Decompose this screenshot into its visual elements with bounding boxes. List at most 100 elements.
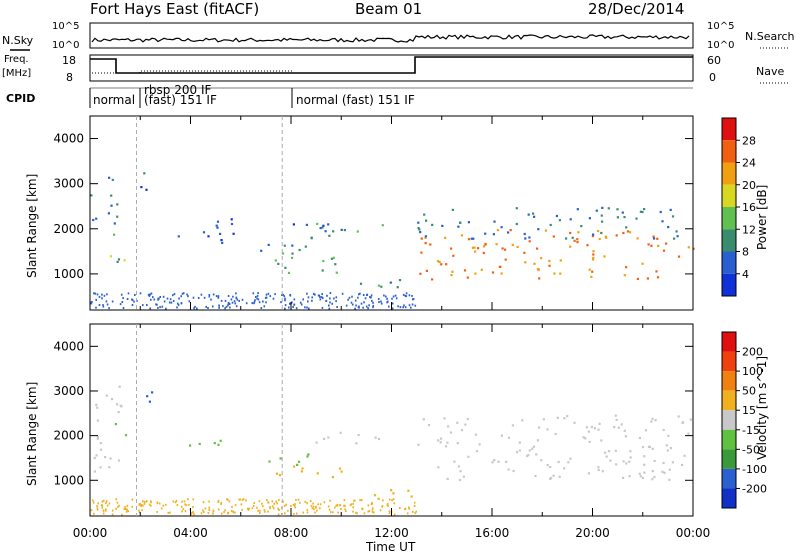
data-cell: [156, 303, 158, 306]
data-cell: [408, 304, 411, 307]
data-cell: [332, 511, 334, 514]
beam-title: Beam 01: [355, 0, 423, 18]
data-cell: [504, 258, 507, 261]
data-cell: [604, 235, 607, 238]
data-cell: [291, 252, 294, 255]
data-cell: [330, 511, 332, 514]
data-cell: [231, 301, 234, 304]
data-cell: [492, 233, 495, 236]
data-cell: [410, 306, 412, 309]
noise-right-tick-top: 10^5: [707, 21, 734, 32]
data-cell: [402, 293, 405, 296]
data-cell: [404, 294, 407, 297]
data-cell: [601, 220, 604, 223]
data-cell: [419, 272, 422, 275]
data-cell: [117, 459, 121, 462]
data-cell: [210, 298, 212, 301]
colorbar-tick-label: -200: [742, 482, 767, 495]
data-cell: [328, 307, 331, 310]
data-cell: [398, 279, 402, 282]
data-cell: [336, 306, 338, 308]
data-cell: [470, 237, 473, 240]
data-cell: [653, 459, 656, 463]
data-cell: [357, 306, 360, 309]
data-cell: [134, 294, 136, 296]
data-cell: [231, 505, 233, 508]
data-cell: [215, 224, 218, 227]
data-cell: [103, 294, 106, 297]
nave-label: Nave: [756, 65, 784, 78]
data-cell: [281, 252, 285, 255]
data-cell: [297, 460, 301, 463]
data-cell: [264, 510, 266, 513]
data-cell: [104, 456, 107, 459]
y-tick-label: 4000: [53, 132, 84, 146]
data-cell: [498, 265, 501, 268]
data-cell: [639, 210, 642, 213]
data-cell: [420, 237, 423, 240]
data-cell: [254, 299, 256, 302]
data-cell: [394, 294, 397, 297]
data-cell: [241, 508, 243, 511]
data-cell: [559, 259, 562, 262]
velocity-colorbar-label: Velocity [m s^-1]: [755, 356, 769, 460]
data-cell: [277, 513, 280, 516]
data-cell: [315, 505, 317, 508]
data-cell: [274, 259, 277, 262]
data-cell: [172, 299, 175, 302]
data-cell: [391, 297, 393, 300]
data-cell: [624, 435, 627, 438]
cpid-label: CPID: [6, 92, 35, 105]
data-cell: [457, 465, 460, 468]
data-cell: [493, 220, 496, 223]
data-cell: [138, 511, 141, 514]
data-cell: [150, 298, 152, 301]
data-cell: [369, 296, 371, 299]
data-cell: [102, 304, 104, 307]
data-cell: [656, 237, 659, 240]
data-cell: [99, 466, 102, 469]
data-cell: [328, 508, 331, 511]
data-cell: [360, 302, 363, 305]
data-cell: [127, 292, 130, 295]
data-cell: [255, 296, 257, 298]
data-cell: [93, 512, 95, 515]
data-cell: [321, 226, 324, 229]
data-cell: [391, 499, 393, 502]
data-cell: [467, 238, 471, 241]
data-cell: [92, 218, 95, 222]
data-cell: [96, 419, 99, 422]
data-cell: [651, 478, 654, 481]
data-cell: [101, 297, 103, 300]
data-cell: [95, 454, 98, 457]
data-cell: [569, 218, 572, 221]
data-cell: [626, 230, 630, 233]
data-cell: [257, 509, 259, 512]
data-cell: [172, 500, 175, 503]
data-cell: [212, 293, 215, 296]
data-cell: [576, 241, 579, 244]
data-cell: [404, 507, 407, 510]
data-cell: [597, 428, 600, 431]
freq-right-tick-top: 60: [707, 54, 721, 67]
data-cell: [208, 500, 210, 503]
data-cell: [184, 503, 186, 506]
data-cell: [676, 235, 679, 238]
data-cell: [99, 442, 102, 445]
data-cell: [382, 499, 384, 502]
data-cell: [681, 421, 684, 424]
data-cell: [425, 269, 428, 272]
data-cell: [431, 223, 434, 226]
data-cell: [641, 262, 644, 265]
data-cell: [256, 297, 258, 300]
data-cell: [266, 499, 268, 501]
data-cell: [402, 306, 404, 309]
data-cell: [669, 447, 672, 450]
data-cell: [257, 292, 259, 295]
data-cell: [388, 305, 390, 308]
noise-panel: 10^5 10^0 10^5 10^0: [52, 21, 734, 51]
data-cell: [269, 295, 272, 298]
data-cell: [450, 247, 453, 250]
data-cell: [355, 304, 357, 307]
data-cell: [665, 444, 668, 447]
